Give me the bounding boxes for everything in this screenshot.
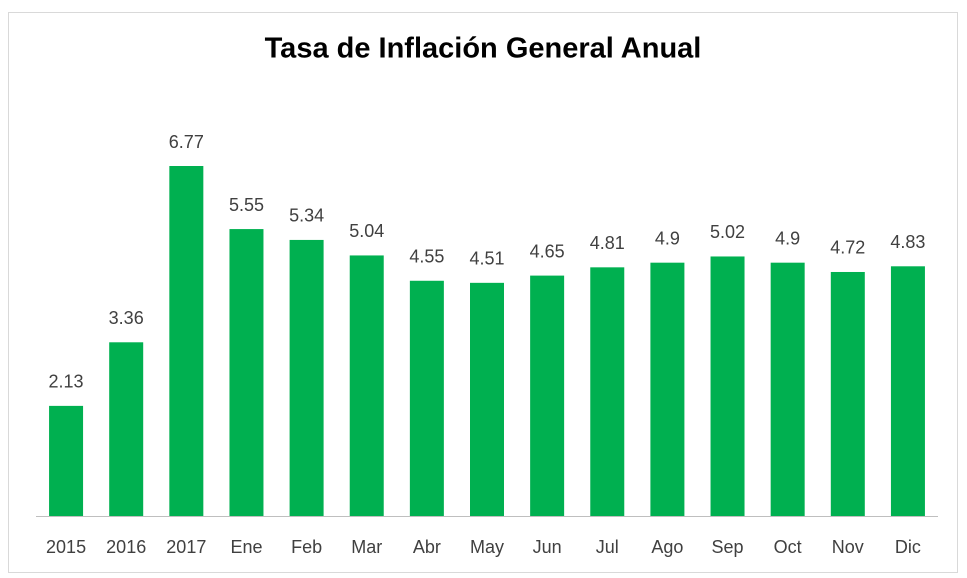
bar (830, 271, 865, 516)
data-label: 6.77 (169, 132, 204, 152)
bar (650, 262, 685, 516)
bar (890, 266, 925, 516)
data-label: 4.65 (530, 241, 565, 261)
bar (229, 229, 264, 516)
x-tick-label: 2016 (106, 537, 146, 557)
data-label: 4.9 (655, 228, 680, 248)
data-label: 5.34 (289, 206, 324, 226)
bar (49, 405, 84, 516)
bar (710, 256, 745, 516)
x-tick-label: Dic (895, 537, 921, 557)
bar (349, 255, 384, 516)
bar (289, 239, 324, 517)
x-tick-label: Ago (651, 537, 683, 557)
x-tick-label: Mar (351, 537, 382, 557)
x-tick-label: Feb (291, 537, 322, 557)
data-label: 5.55 (229, 195, 264, 215)
data-label: 3.36 (109, 308, 144, 328)
data-label: 4.72 (830, 238, 865, 258)
x-tick-label: 2015 (46, 537, 86, 557)
x-tick-label: Abr (413, 537, 441, 557)
x-tick-label: Nov (832, 537, 864, 557)
bar (109, 342, 144, 516)
data-label: 4.55 (409, 247, 444, 267)
data-label: 5.04 (349, 221, 384, 241)
data-label: 4.9 (775, 228, 800, 248)
x-tick-label: Ene (230, 537, 262, 557)
bar (590, 267, 625, 516)
bar (470, 282, 504, 516)
bar (530, 275, 565, 516)
x-tick-label: May (470, 537, 504, 557)
x-tick-label: Jun (533, 537, 562, 557)
bar (409, 280, 444, 516)
data-label: 4.81 (590, 233, 625, 253)
x-tick-label: 2017 (166, 537, 206, 557)
bar (169, 166, 204, 516)
bar (770, 262, 805, 516)
data-label: 2.13 (49, 372, 84, 392)
data-label: 4.51 (469, 249, 504, 269)
data-label: 4.83 (890, 232, 925, 252)
data-label: 5.02 (710, 222, 745, 242)
chart-title: Tasa de Inflación General Anual (265, 33, 702, 65)
x-tick-label: Jul (596, 537, 619, 557)
x-tick-label: Oct (774, 537, 802, 557)
x-tick-label: Sep (712, 537, 744, 557)
